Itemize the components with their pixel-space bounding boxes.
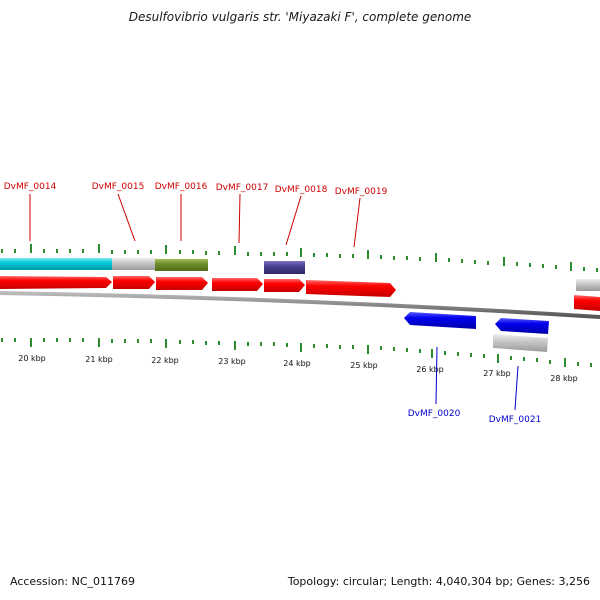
gene-feature-gray-right[interactable] bbox=[576, 279, 600, 291]
forward-cds-arrow[interactable] bbox=[264, 279, 305, 292]
accession-text: Accession: NC_011769 bbox=[10, 575, 136, 588]
gene-label-leader bbox=[285, 195, 302, 246]
forward-cds-arrow[interactable] bbox=[0, 276, 112, 289]
gene-label-dvmf-0016[interactable]: DvMF_0016 bbox=[155, 182, 208, 192]
kbp-label: 25 kbp bbox=[350, 361, 378, 370]
gene-label-leader bbox=[514, 365, 519, 411]
kbp-label: 27 kbp bbox=[483, 369, 511, 378]
forward-cds-arrow[interactable] bbox=[306, 280, 396, 297]
gene-label-dvmf-0020[interactable]: DvMF_0020 bbox=[408, 409, 461, 419]
kbp-label: 24 kbp bbox=[283, 359, 311, 368]
gene-label-dvmf-0018[interactable]: DvMF_0018 bbox=[275, 185, 328, 195]
gene-feature-gray[interactable] bbox=[112, 258, 155, 270]
upper-tick-row bbox=[1, 244, 598, 272]
kbp-label: 26 kbp bbox=[416, 365, 444, 374]
gene-label-dvmf-0014[interactable]: DvMF_0014 bbox=[4, 182, 57, 192]
kbp-label: 28 kbp bbox=[550, 374, 578, 383]
gene-label-dvmf-0019[interactable]: DvMF_0019 bbox=[335, 187, 388, 197]
reverse-cds-arrow[interactable] bbox=[495, 318, 549, 334]
gene-label-dvmf-0015[interactable]: DvMF_0015 bbox=[92, 182, 145, 192]
gene-label-leader bbox=[435, 346, 438, 405]
kbp-label: 22 kbp bbox=[151, 356, 179, 365]
forward-cds-arrow[interactable] bbox=[156, 277, 208, 290]
forward-cds-arrow[interactable] bbox=[113, 276, 155, 289]
gene-label-leader bbox=[353, 197, 361, 248]
kbp-label: 23 kbp bbox=[218, 357, 246, 366]
gene-label-dvmf-0017[interactable]: DvMF_0017 bbox=[216, 183, 269, 193]
gene-feature-gray-lower[interactable] bbox=[493, 334, 548, 352]
gene-label-leader bbox=[117, 193, 136, 242]
gene-feature-cyan[interactable] bbox=[0, 258, 112, 270]
gene-feature-purple[interactable] bbox=[264, 261, 305, 274]
forward-cds-arrow[interactable] bbox=[574, 295, 600, 311]
forward-cds-arrow[interactable] bbox=[212, 278, 263, 291]
kbp-label: 21 kbp bbox=[85, 355, 113, 364]
genome-summary-text: Topology: circular; Length: 4,040,304 bp… bbox=[287, 575, 590, 588]
reverse-cds-arrow[interactable] bbox=[404, 312, 476, 329]
gene-label-leader bbox=[238, 193, 241, 244]
kbp-label: 20 kbp bbox=[18, 354, 46, 363]
genome-title: Desulfovibrio vulgaris str. 'Miyazaki F'… bbox=[128, 10, 472, 24]
lower-tick-row bbox=[1, 338, 592, 367]
gene-feature-olive[interactable] bbox=[155, 259, 208, 271]
genome-backbone bbox=[0, 291, 600, 319]
gene-label-dvmf-0021[interactable]: DvMF_0021 bbox=[489, 415, 542, 425]
